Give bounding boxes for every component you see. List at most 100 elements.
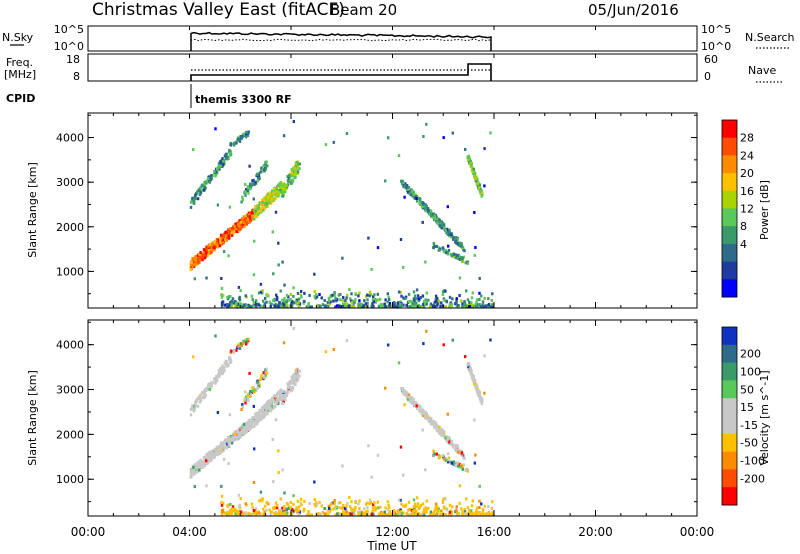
data-cell <box>216 453 219 457</box>
data-cell <box>436 504 439 508</box>
data-cell <box>209 452 212 456</box>
data-cell <box>337 501 341 505</box>
data-cell <box>477 186 481 190</box>
data-cell <box>349 297 352 301</box>
data-cell <box>480 194 483 198</box>
data-cell <box>404 182 407 186</box>
data-cell <box>272 506 275 510</box>
data-cell <box>198 260 201 264</box>
data-cell <box>381 513 384 517</box>
data-cell <box>268 193 271 197</box>
data-cell <box>210 247 213 251</box>
data-cell <box>276 189 279 193</box>
data-cell <box>193 201 196 205</box>
data-cell <box>444 251 448 255</box>
data-cell <box>194 400 198 403</box>
data-cell <box>241 134 244 138</box>
data-cell <box>265 412 268 416</box>
data-cell <box>205 251 208 255</box>
data-cell <box>222 370 225 374</box>
data-cell <box>403 195 406 199</box>
data-cell <box>334 298 337 302</box>
data-cell <box>250 502 254 506</box>
data-cell <box>261 203 265 207</box>
data-cell <box>393 512 397 516</box>
data-cell <box>234 512 237 516</box>
data-cell <box>259 417 262 421</box>
data-cell <box>275 506 279 510</box>
data-cell <box>475 301 478 305</box>
data-cell <box>310 513 313 517</box>
data-cell <box>452 252 455 256</box>
data-cell <box>296 367 299 371</box>
data-cell <box>244 397 247 401</box>
data-cell <box>239 135 242 138</box>
data-cell <box>345 510 348 514</box>
data-cell <box>238 219 241 223</box>
data-cell <box>244 422 247 426</box>
data-cell <box>270 408 273 412</box>
data-cell <box>412 498 416 502</box>
data-cell <box>241 403 244 407</box>
data-cell <box>350 300 354 304</box>
data-cell <box>262 371 265 375</box>
data-cell <box>283 297 286 301</box>
data-cell <box>275 193 279 197</box>
data-cell <box>230 299 233 303</box>
data-cell <box>458 276 462 280</box>
data-cell <box>241 430 245 434</box>
data-cell <box>208 180 211 184</box>
data-cell <box>196 197 200 201</box>
data-cell <box>412 190 415 194</box>
data-cell <box>238 227 241 231</box>
data-cell <box>358 511 361 515</box>
data-cell <box>327 296 331 300</box>
data-cell <box>204 463 207 466</box>
data-cell <box>411 396 414 400</box>
data-cell <box>245 342 248 346</box>
data-cell <box>451 297 454 301</box>
data-cell <box>435 507 438 511</box>
data-cell <box>433 425 436 429</box>
data-cell <box>456 237 459 241</box>
data-cell <box>268 191 272 195</box>
data-cell <box>273 405 276 409</box>
data-cell <box>369 293 373 297</box>
data-cell <box>405 391 408 395</box>
data-cell <box>432 449 436 453</box>
data-cell <box>217 449 220 452</box>
data-cell <box>458 294 461 297</box>
data-cell <box>252 512 255 515</box>
data-cell <box>418 201 421 205</box>
data-cell <box>284 190 287 194</box>
data-cell <box>189 475 192 479</box>
data-cell <box>274 193 277 197</box>
data-cell <box>230 349 233 353</box>
data-cell <box>256 204 259 208</box>
data-cell <box>402 303 405 307</box>
data-cell <box>411 512 414 516</box>
data-cell <box>224 446 227 449</box>
data-cell <box>407 292 411 296</box>
data-cell <box>341 464 344 468</box>
data-cell <box>444 305 447 308</box>
data-cell <box>432 419 435 423</box>
data-cell <box>350 508 354 512</box>
data-cell <box>423 510 427 514</box>
data-cell <box>213 456 216 460</box>
data-cell <box>358 499 361 503</box>
data-cell <box>296 170 300 174</box>
data-cell <box>257 384 260 388</box>
data-cell <box>386 292 389 296</box>
data-cell <box>240 408 243 411</box>
data-cell <box>429 305 432 309</box>
data-cell <box>228 356 231 360</box>
data-cell <box>411 302 415 305</box>
data-cell <box>441 500 445 504</box>
data-cell <box>421 294 425 298</box>
data-cell <box>261 201 264 204</box>
data-cell <box>297 509 300 513</box>
data-cell <box>256 380 259 384</box>
data-cell <box>424 207 427 211</box>
data-cell <box>455 444 458 448</box>
